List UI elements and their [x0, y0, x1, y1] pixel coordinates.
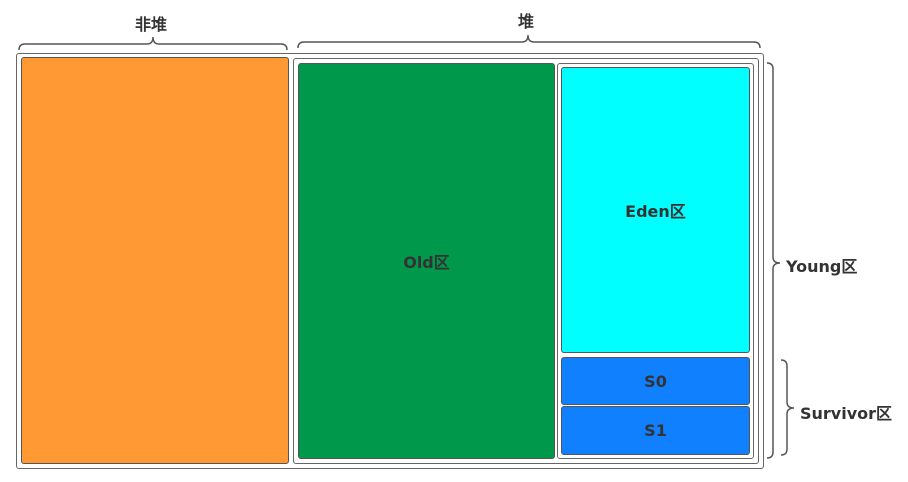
non-heap-label: 非堆 [135, 15, 168, 34]
s1-region: S1 [561, 406, 750, 455]
s0-region-label: S0 [644, 371, 667, 391]
eden-region-label: Eden区 [625, 202, 686, 221]
survivor-label: Survivor区 [800, 404, 893, 423]
young-label: Young区 [786, 257, 858, 276]
s1-region-label: S1 [644, 421, 667, 440]
non-heap-brace [18, 36, 288, 51]
old-region: Old区 [298, 63, 555, 459]
eden-region: Eden区 [561, 67, 750, 353]
heap-brace [297, 34, 761, 49]
young-brace [766, 62, 781, 459]
heap-label: 堆 [518, 12, 535, 31]
non-heap-region [21, 57, 289, 464]
survivor-brace [780, 359, 795, 456]
s0-region: S0 [561, 357, 750, 405]
old-region-label: Old区 [403, 253, 450, 272]
